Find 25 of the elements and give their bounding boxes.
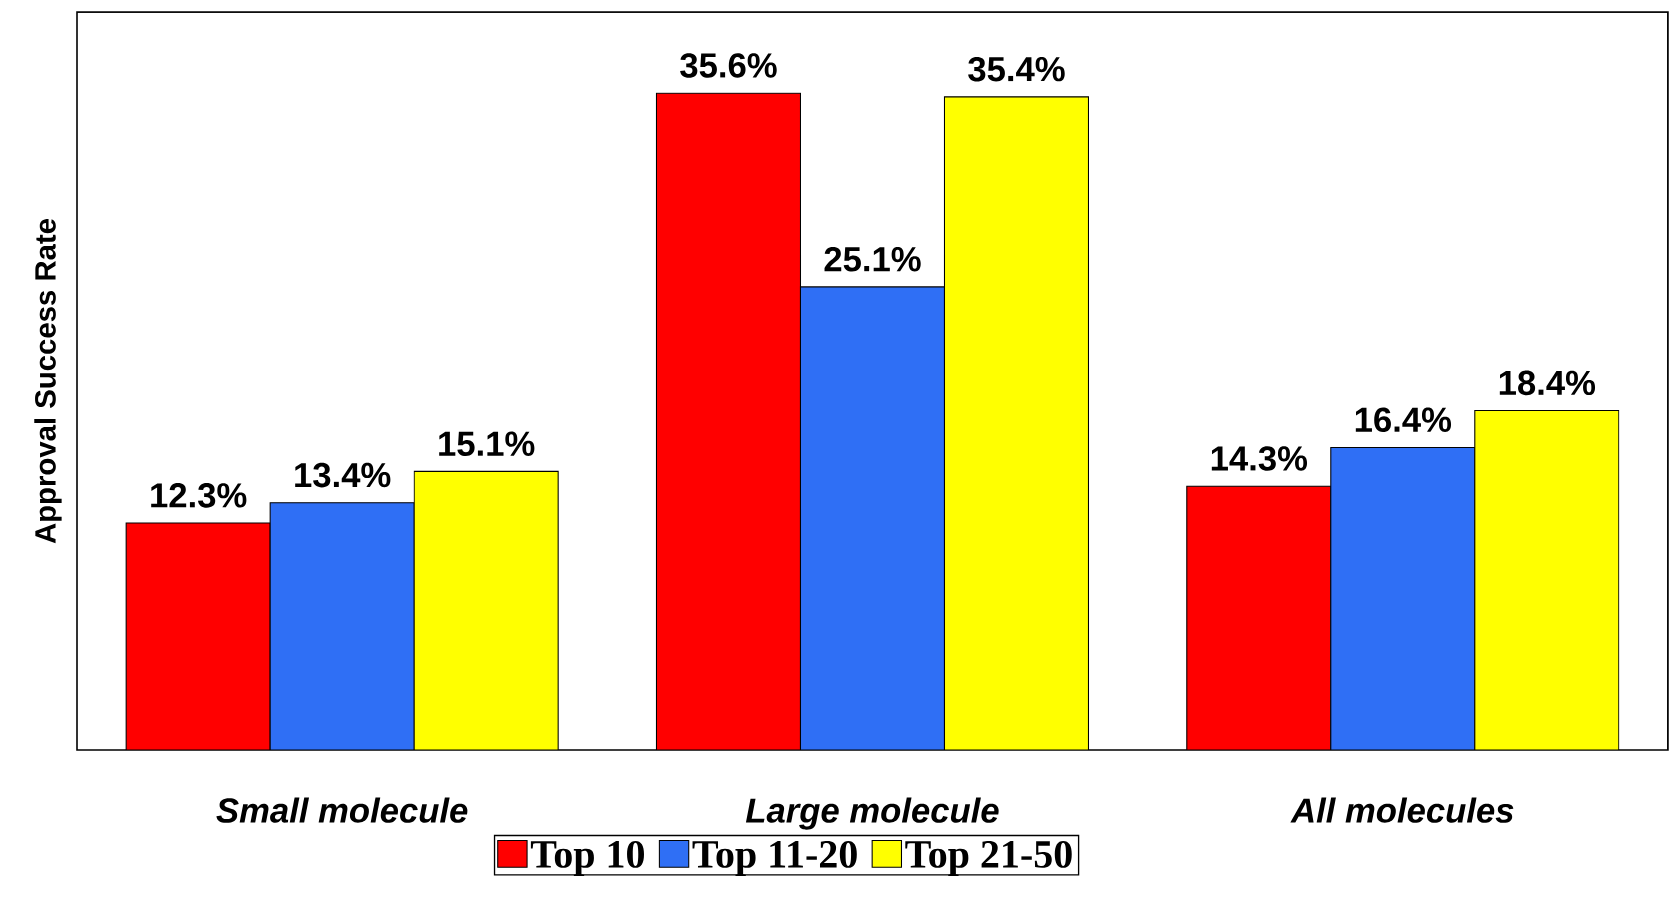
- bar: [126, 523, 271, 750]
- bar: [1330, 446, 1476, 750]
- legend-label: Top 10: [530, 840, 644, 876]
- data-label: 16.4%: [1355, 407, 1452, 433]
- data-label: 15.1%: [439, 431, 535, 457]
- data-label: 12.3%: [151, 483, 247, 508]
- x-tick-label: All molecules: [1290, 797, 1514, 823]
- x-tick-label: Small molecule: [216, 797, 468, 823]
- legend-label: Top 11-20: [692, 840, 857, 876]
- data-label: 35.4%: [968, 56, 1065, 82]
- bar: [414, 471, 559, 750]
- bar: [1186, 485, 1332, 750]
- bar: [799, 286, 946, 750]
- data-label: 35.6%: [680, 53, 777, 78]
- data-label: 14.3%: [1211, 446, 1308, 471]
- y-axis-title: Approval Success Rate: [34, 219, 62, 544]
- data-label: 13.4%: [295, 462, 391, 488]
- legend-label: Top 21-50: [905, 840, 1072, 876]
- bar: [943, 96, 1090, 750]
- data-label: 25.1%: [824, 246, 921, 272]
- bar: [655, 92, 802, 750]
- bar: [1474, 409, 1620, 750]
- bar: [270, 502, 415, 750]
- x-tick-label: Large molecule: [745, 797, 999, 830]
- data-label: 18.4%: [1499, 370, 1596, 396]
